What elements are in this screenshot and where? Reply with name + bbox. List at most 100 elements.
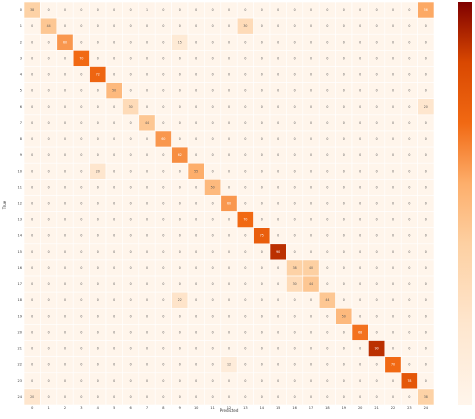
cell-value-label: 0 (408, 24, 410, 28)
cell-value-label: 0 (64, 363, 66, 367)
y-tick-label: 5 (20, 89, 22, 93)
cell-value-label: 0 (113, 153, 115, 157)
cell-value-label: 0 (146, 137, 148, 141)
cell-value-label: 0 (408, 56, 410, 60)
cell-value-label: 30 (293, 282, 297, 286)
cell-value-label: 0 (228, 121, 230, 125)
cell-value-label: 0 (146, 218, 148, 222)
cell-value-label: 0 (162, 363, 164, 367)
cell-value-label: 0 (97, 330, 99, 334)
cell-value-label: 60 (63, 40, 67, 44)
cell-value-label: 0 (343, 89, 345, 93)
cell-value-label: 0 (195, 8, 197, 12)
cell-value-label: 0 (261, 314, 263, 318)
cell-value-label: 0 (80, 363, 82, 367)
cell-value-label: 30 (129, 105, 133, 109)
x-tick-label: 7 (146, 406, 148, 410)
cell-value-label: 0 (31, 89, 33, 93)
cell-value-label: 0 (244, 250, 246, 254)
cell-value-label: 0 (261, 137, 263, 141)
x-tick-label: 20 (358, 406, 362, 410)
cell-value-label: 0 (408, 282, 410, 286)
x-tick-label: 3 (80, 406, 82, 410)
cell-value-label: 0 (244, 8, 246, 12)
x-tick-label: 1 (47, 406, 49, 410)
cell-value-label: 0 (310, 73, 312, 77)
cell-value-label: 0 (146, 363, 148, 367)
cell-value-label: 0 (146, 347, 148, 351)
cell-value-label: 0 (277, 314, 279, 318)
cell-value-label: 0 (425, 330, 427, 334)
cell-value-label: 0 (179, 266, 181, 270)
cell-value-label: 0 (97, 40, 99, 44)
cell-value-label: 0 (408, 347, 410, 351)
cell-value-label: 0 (80, 40, 82, 44)
cell-value-label: 0 (425, 250, 427, 254)
cell-value-label: 0 (113, 234, 115, 238)
cell-value-label: 75 (260, 234, 264, 238)
cell-value-label: 0 (244, 89, 246, 93)
cell-value-label: 0 (212, 282, 214, 286)
y-tick-label: 21 (18, 347, 22, 351)
cell-value-label: 0 (244, 234, 246, 238)
cell-value-label: 0 (80, 282, 82, 286)
y-tick-label: 9 (20, 153, 22, 157)
cell-value-label: 0 (359, 185, 361, 189)
cell-value-label: 0 (162, 105, 164, 109)
cell-value-label: 0 (31, 282, 33, 286)
cell-value-label: 0 (343, 40, 345, 44)
cell-value-label: 0 (343, 282, 345, 286)
cell-value-label: 0 (376, 266, 378, 270)
cell-value-label: 0 (261, 24, 263, 28)
cell-value-label: 0 (228, 330, 230, 334)
cell-value-label: 0 (277, 185, 279, 189)
cell-value-label: 0 (310, 202, 312, 206)
cell-value-label: 0 (376, 121, 378, 125)
cell-value-label: 0 (113, 314, 115, 318)
cell-value-label: 0 (376, 330, 378, 334)
cell-value-label: 0 (212, 24, 214, 28)
cell-value-label: 0 (244, 395, 246, 399)
cell-value-label: 0 (195, 40, 197, 44)
cell-value-label: 0 (64, 266, 66, 270)
cell-value-label: 0 (64, 8, 66, 12)
cell-value-label: 0 (228, 8, 230, 12)
cell-value-label: 0 (64, 24, 66, 28)
cell-value-label: 0 (195, 266, 197, 270)
cell-value-label: 0 (162, 202, 164, 206)
cell-value-label: 0 (244, 137, 246, 141)
cell-value-label: 0 (277, 202, 279, 206)
cell-value-label: 0 (146, 282, 148, 286)
y-tick-label: 4 (20, 73, 23, 77)
cell-value-label: 0 (376, 153, 378, 157)
cell-value-label: 0 (80, 153, 82, 157)
cell-value-label: 0 (261, 56, 263, 60)
cell-value-label: 72 (96, 73, 100, 77)
cell-value-label: 70 (243, 218, 247, 222)
cell-value-label: 0 (162, 8, 164, 12)
cell-value-label: 0 (392, 218, 394, 222)
cell-value-label: 0 (408, 153, 410, 157)
cell-value-label: 0 (179, 363, 181, 367)
cell-value-label: 0 (277, 56, 279, 60)
cell-value-label: 0 (162, 73, 164, 77)
cell-value-label: 0 (162, 169, 164, 173)
cell-value-label: 0 (392, 250, 394, 254)
cell-value-label: 0 (277, 73, 279, 77)
cell-value-label: 0 (162, 234, 164, 238)
cell-value-label: 0 (195, 185, 197, 189)
cell-value-label: 0 (80, 89, 82, 93)
cell-value-label: 0 (277, 169, 279, 173)
cell-value-label: 0 (113, 169, 115, 173)
cell-value-label: 0 (277, 40, 279, 44)
cell-value-label: 0 (195, 73, 197, 77)
x-tick-label: 19 (342, 406, 346, 410)
cell-value-label: 0 (130, 347, 132, 351)
cell-value-label: 0 (113, 121, 115, 125)
cell-value-label: 0 (408, 121, 410, 125)
cell-value-label: 0 (130, 282, 132, 286)
cell-value-label: 0 (261, 298, 263, 302)
cell-value-label: 0 (48, 121, 50, 125)
cell-value-label: 0 (64, 234, 66, 238)
cell-value-label: 0 (212, 169, 214, 173)
